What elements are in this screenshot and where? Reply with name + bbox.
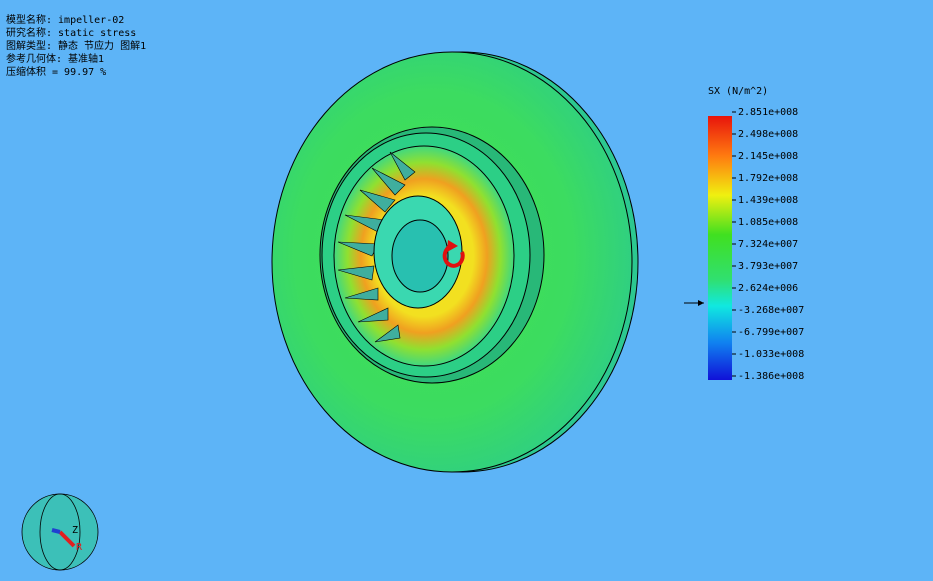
legend-label: 2.851e+008 xyxy=(738,107,798,118)
info-line: 压缩体积 = 99.97 % xyxy=(6,67,107,78)
info-line: 模型名称: impeller-02 xyxy=(6,15,125,26)
legend-title: SX (N/m^2) xyxy=(708,86,768,97)
info-line: 图解类型: 静态 节应力 图解1 xyxy=(6,41,147,52)
impeller-model xyxy=(271,51,639,473)
orientation-triad: Z R xyxy=(21,493,99,571)
legend-label: -1.386e+008 xyxy=(738,371,804,382)
axis-label: Z xyxy=(72,525,78,536)
legend-label: 7.324e+007 xyxy=(738,239,798,250)
info-line: 参考几何体: 基准轴1 xyxy=(6,54,105,65)
axis-label: R xyxy=(76,542,83,553)
legend-label: -1.033e+008 xyxy=(738,349,804,360)
legend-label: 1.439e+008 xyxy=(738,195,798,206)
legend-label: 1.085e+008 xyxy=(738,217,798,228)
study-info: 模型名称: impeller-02 研究名称: static stress 图解类型… xyxy=(6,14,146,79)
legend-label: 2.145e+008 xyxy=(738,151,798,162)
legend-label: 3.793e+007 xyxy=(738,261,798,272)
legend-label: 2.624e+006 xyxy=(738,283,798,294)
stress-legend: SX (N/m^2) 2.851e+008 2.498e+008 2.145e+00… xyxy=(684,86,804,382)
legend-label: -3.268e+007 xyxy=(738,305,804,316)
info-line: 研究名称: static stress xyxy=(6,28,137,39)
legend-label: 2.498e+008 xyxy=(738,129,798,140)
legend-label: 1.792e+008 xyxy=(738,173,798,184)
legend-label: -6.799e+007 xyxy=(738,327,804,338)
value-pointer-head xyxy=(698,300,704,306)
color-bar xyxy=(708,116,732,380)
